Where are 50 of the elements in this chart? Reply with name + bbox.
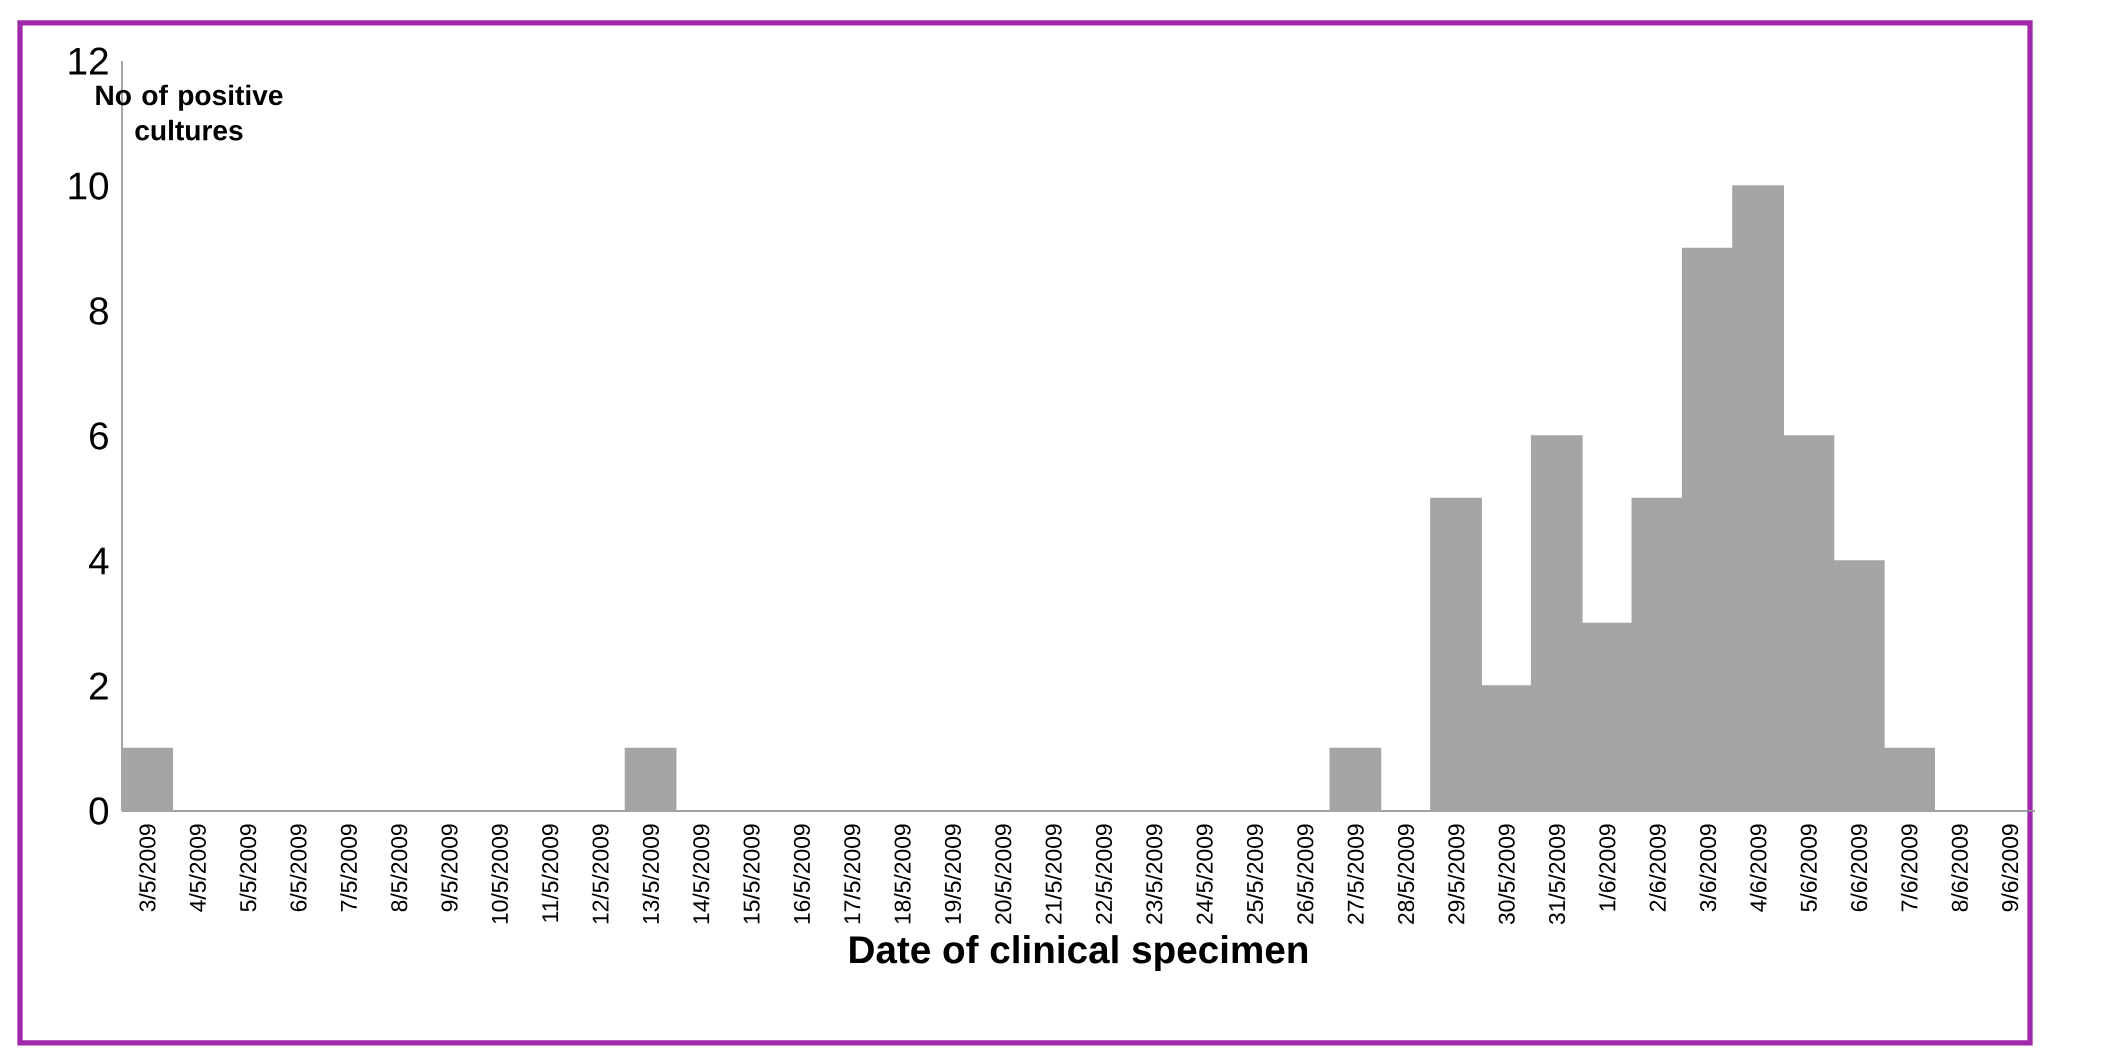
x-tick-label: 16/5/2009 — [793, 824, 810, 924]
x-tick-label: 2/6/2009 — [1649, 824, 1666, 912]
x-tick-label: 9/6/2009 — [2001, 824, 2019, 912]
x-tick-label: 13/5/2009 — [642, 824, 659, 924]
y-tick-label: 10 — [69, 172, 109, 200]
x-tick-label: 9/5/2009 — [440, 824, 458, 912]
bar — [122, 747, 174, 811]
x-tick-label: 5/5/2009 — [239, 824, 257, 912]
x-tick-label: 18/5/2009 — [893, 824, 911, 924]
x-tick-label: 8/5/2009 — [390, 824, 408, 912]
x-tick-label: 5/6/2009 — [1800, 824, 1817, 912]
x-tick-label: 15/5/2009 — [742, 824, 760, 924]
y-tick-label: 2 — [90, 672, 108, 700]
x-tick-label: 1/6/2009 — [1598, 824, 1616, 911]
x-tick-label: 10/5/2009 — [491, 824, 508, 924]
x-tick-label: 12/5/2009 — [591, 824, 609, 924]
x-axis-title: Date of clinical specimen — [850, 935, 1308, 972]
x-tick-label: 22/5/2009 — [1095, 824, 1113, 924]
x-tick-label: 14/5/2009 — [692, 824, 710, 924]
x-tick-label: 30/5/2009 — [1498, 824, 1515, 925]
y-tick-label: 6 — [90, 422, 108, 450]
x-tick-label: 8/6/2009 — [1951, 824, 1968, 912]
x-tick-label: 23/5/2009 — [1145, 824, 1163, 924]
x-tick-label: 4/5/2009 — [189, 824, 206, 912]
x-tick-label: 6/5/2009 — [289, 824, 307, 912]
x-tick-label: 24/5/2009 — [1195, 824, 1213, 924]
x-tick-label: 27/5/2009 — [1347, 824, 1364, 924]
x-tick-label: 7/6/2009 — [1900, 824, 1918, 912]
x-tick-label: 29/5/2009 — [1447, 824, 1465, 924]
x-tick-label: 11/5/2009 — [541, 824, 559, 922]
x-tick-label: 20/5/2009 — [994, 824, 1012, 924]
x-tick-label: 26/5/2009 — [1296, 824, 1314, 924]
x-tick-label: 21/5/2009 — [1044, 824, 1062, 924]
x-tick-label: 3/6/2009 — [1699, 824, 1717, 912]
y-axis-title: No of positive cultures — [96, 84, 283, 141]
x-tick-label: 19/5/2009 — [944, 824, 962, 924]
x-tick-label: 17/5/2009 — [843, 824, 861, 924]
y-tick-label: 12 — [69, 47, 108, 75]
x-tick-label: 25/5/2009 — [1246, 824, 1264, 924]
x-tick-label: 28/5/2009 — [1397, 824, 1415, 924]
x-tick-label: 6/6/2009 — [1850, 824, 1868, 912]
x-tick-label: 4/6/2009 — [1749, 824, 1767, 912]
y-tick-label: 4 — [88, 547, 109, 575]
bar — [1329, 747, 1382, 811]
x-tick-label: 7/5/2009 — [340, 824, 357, 912]
x-tick-label: 31/5/2009 — [1548, 824, 1566, 925]
bar — [624, 747, 677, 811]
y-tick-label: 0 — [89, 797, 109, 825]
y-tick-label: 8 — [89, 297, 108, 325]
x-tick-label: 3/5/2009 — [138, 824, 156, 912]
